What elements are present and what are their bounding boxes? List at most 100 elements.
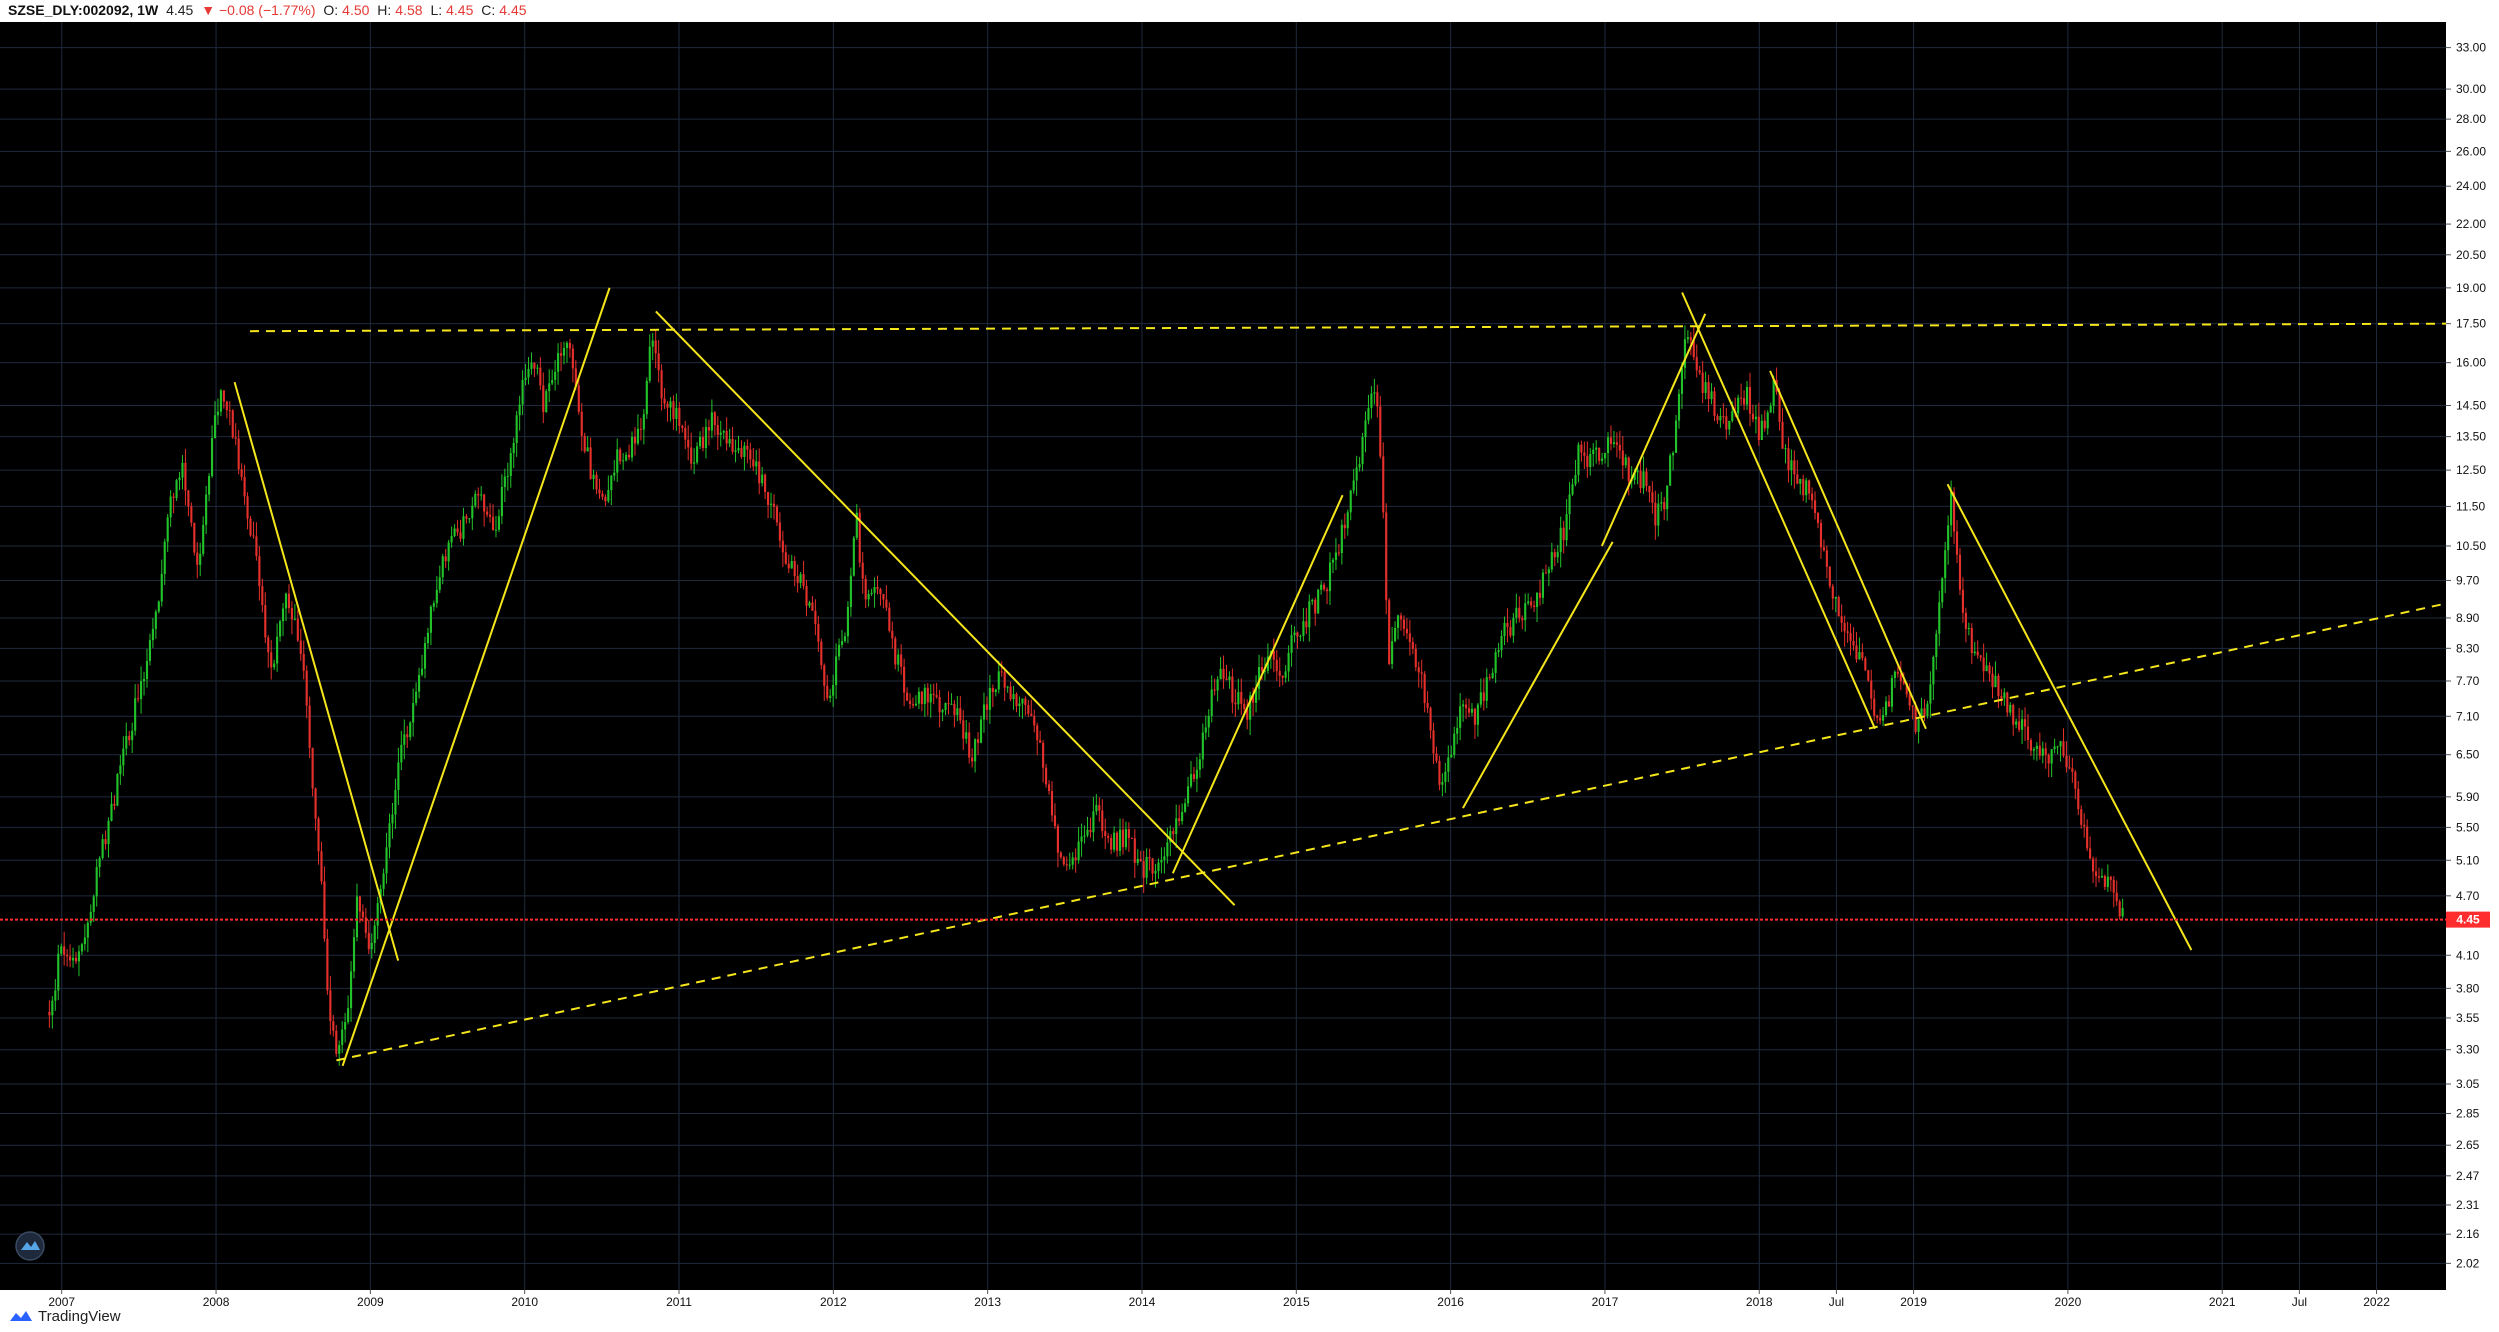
- candle-body: [210, 438, 214, 477]
- time-tick-label: 2022: [2363, 1295, 2390, 1309]
- candle-body: [2059, 741, 2062, 747]
- candle-body: [929, 693, 932, 703]
- candle-body: [284, 593, 288, 609]
- candle-body: [740, 448, 743, 457]
- candle-body: [1518, 607, 1521, 619]
- candle-body: [1964, 612, 1967, 629]
- candle-body: [406, 734, 409, 738]
- candle-body: [2106, 876, 2109, 887]
- candle-body: [1793, 460, 1796, 475]
- candle-body: [151, 628, 154, 641]
- candle-body: [1672, 452, 1675, 456]
- price-axis[interactable]: 2.02 2.16 2.31 2.47 2.65 2.85 3.05 3.30 3.55 3.80…: [2446, 41, 2486, 1271]
- candle-body: [1367, 407, 1370, 421]
- candle-body: [397, 762, 400, 790]
- candle-body: [1181, 811, 1184, 822]
- candle-body: [1947, 525, 1950, 551]
- candle-body: [1840, 616, 1843, 623]
- chart-logo-icon[interactable]: [15, 1231, 45, 1261]
- candle-body: [1083, 835, 1086, 837]
- candle-body: [154, 611, 157, 629]
- candle-body: [607, 489, 610, 502]
- candle-body: [1902, 680, 1905, 684]
- candle-body: [728, 439, 731, 444]
- candle-body: [178, 477, 181, 481]
- candle-body: [2083, 824, 2086, 827]
- candle-body: [1077, 841, 1080, 861]
- candle-body: [687, 439, 690, 448]
- candle-body: [169, 496, 172, 518]
- candle-body: [140, 681, 143, 699]
- candle-body: [2112, 879, 2115, 893]
- candle-body: [521, 379, 524, 405]
- last-price-tag-label: 4.45: [2456, 913, 2480, 927]
- price-tick-label: 10.50: [2456, 539, 2486, 553]
- candle-body: [175, 480, 178, 498]
- candle-body: [394, 789, 397, 815]
- price-tick-label: 2.85: [2456, 1107, 2480, 1121]
- candle-body: [601, 493, 604, 497]
- candle-body: [243, 477, 246, 497]
- candle-body: [1654, 502, 1657, 526]
- time-tick-label: 2011: [666, 1295, 692, 1309]
- candle-body: [1929, 684, 1932, 704]
- price-tick-label: 2.31: [2456, 1198, 2480, 1212]
- candle-body: [1257, 667, 1261, 689]
- candle-body: [497, 516, 500, 530]
- price-tick-label: 3.05: [2456, 1077, 2480, 1091]
- candle-body: [589, 447, 592, 479]
- candle-body: [1858, 652, 1861, 660]
- open-value: 4.50: [342, 2, 370, 18]
- candle-body: [716, 425, 719, 435]
- candle-body: [778, 522, 781, 541]
- candle-body: [1015, 694, 1018, 707]
- candle-body: [391, 814, 394, 824]
- candle-body: [1657, 503, 1660, 526]
- candle-body: [2018, 721, 2021, 730]
- candle-body: [663, 398, 666, 404]
- candle-body: [500, 487, 503, 517]
- candle-body: [1837, 597, 1840, 617]
- candle-body: [1938, 602, 1941, 634]
- candle-body: [471, 505, 474, 519]
- candle-body: [1408, 633, 1411, 643]
- candle-body: [894, 638, 897, 665]
- candle-body: [1030, 713, 1033, 717]
- trendline: [1681, 292, 1876, 730]
- candle-body: [137, 698, 140, 700]
- candle-body: [1979, 655, 1982, 658]
- candle-body: [1222, 668, 1225, 679]
- candle-body: [57, 953, 60, 991]
- candle-body: [1213, 689, 1216, 691]
- candle-body: [1343, 524, 1346, 529]
- candle-body: [1633, 472, 1636, 480]
- candle-body: [1095, 805, 1098, 812]
- candle-body: [826, 685, 829, 699]
- candle-body: [1604, 452, 1607, 459]
- candle-body: [1923, 708, 1926, 716]
- candle-body: [71, 957, 75, 961]
- candle-body: [2097, 876, 2101, 878]
- candle-body: [1559, 527, 1562, 553]
- symbol-header: SZSE_DLY:002092, 1W 4.45 ▼ −0.08 (−1.77%…: [8, 0, 531, 20]
- tradingview-brand[interactable]: TradingView: [10, 1305, 121, 1327]
- candle-body: [1494, 652, 1497, 673]
- candle-body: [1166, 842, 1169, 857]
- candle-body: [917, 691, 920, 704]
- candle-body: [1358, 464, 1361, 468]
- candle-body: [477, 493, 480, 496]
- candle-body: [418, 674, 421, 692]
- candle-body: [796, 576, 799, 583]
- candle-body: [1482, 692, 1485, 701]
- time-axis[interactable]: 2007 2008 2009 2010 2011 2012 2013 2014 2015 2016…: [48, 1290, 2390, 1309]
- candle-body: [305, 670, 308, 706]
- candle-body: [888, 607, 891, 631]
- candle-body: [1819, 522, 1823, 548]
- candle-body: [539, 367, 542, 386]
- candle-body: [462, 516, 465, 539]
- candle-body: [1456, 727, 1459, 734]
- candle-body: [1766, 412, 1769, 429]
- price-tick-label: 8.30: [2456, 641, 2480, 655]
- candle-body: [988, 688, 991, 710]
